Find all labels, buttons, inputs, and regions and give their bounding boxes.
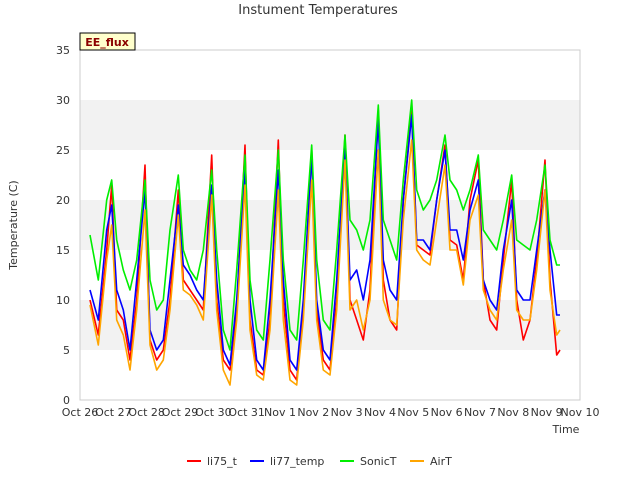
legend-label: li75_t (207, 455, 238, 468)
y-tick-label: 15 (56, 244, 70, 257)
series-line-sonict (89, 99, 560, 351)
x-tick-label: Nov 6 (431, 406, 463, 419)
background-bands (80, 100, 580, 350)
series-line-li75-t (89, 109, 561, 381)
x-tick-label: Nov 4 (364, 406, 396, 419)
y-tick-label: 5 (63, 344, 70, 357)
x-tick-label: Nov 3 (331, 406, 363, 419)
x-tick-label: Oct 29 (162, 406, 199, 419)
x-tick-label: Oct 26 (62, 406, 99, 419)
legend-label: AirT (430, 455, 452, 468)
y-tick-label: 0 (63, 394, 70, 407)
y-axis-ticks: 0 5 10 15 20 25 30 35 (56, 44, 70, 407)
x-tick-label: Nov 7 (464, 406, 496, 419)
x-tick-label: Nov 1 (264, 406, 296, 419)
x-axis-label: Time (552, 423, 580, 436)
series-layer (89, 99, 561, 386)
x-tick-label: Oct 30 (195, 406, 232, 419)
y-tick-label: 25 (56, 144, 70, 157)
y-axis-label: Temperature (C) (7, 180, 20, 270)
x-tick-label: Nov 5 (397, 406, 429, 419)
grid-band (80, 200, 580, 250)
badge-box (79, 32, 136, 51)
legend: li75_t li77_temp SonicT AirT (187, 455, 452, 468)
legend-label: li77_temp (270, 455, 324, 468)
series-line-airt (89, 139, 561, 386)
ee-flux-badge: EE_flux (79, 32, 136, 51)
badge-label: EE_flux (85, 36, 129, 49)
y-tick-label: 30 (56, 94, 70, 107)
chart-title: Instument Temperatures (238, 3, 398, 18)
x-tick-label: Nov 10 (561, 406, 600, 419)
x-tick-label: Nov 9 (531, 406, 563, 419)
grid-band (80, 100, 580, 150)
x-tick-label: Nov 8 (497, 406, 529, 419)
series-line-li77-temp (89, 114, 560, 371)
y-tick-label: 20 (56, 194, 70, 207)
legend-label: SonicT (360, 455, 397, 468)
y-tick-label: 10 (56, 294, 70, 307)
x-tick-label: Oct 28 (128, 406, 165, 419)
x-tick-label: Nov 2 (297, 406, 329, 419)
x-tick-label: Oct 31 (228, 406, 265, 419)
y-tick-label: 35 (56, 44, 70, 57)
x-tick-label: Oct 27 (95, 406, 132, 419)
plot-frame (79, 49, 581, 401)
